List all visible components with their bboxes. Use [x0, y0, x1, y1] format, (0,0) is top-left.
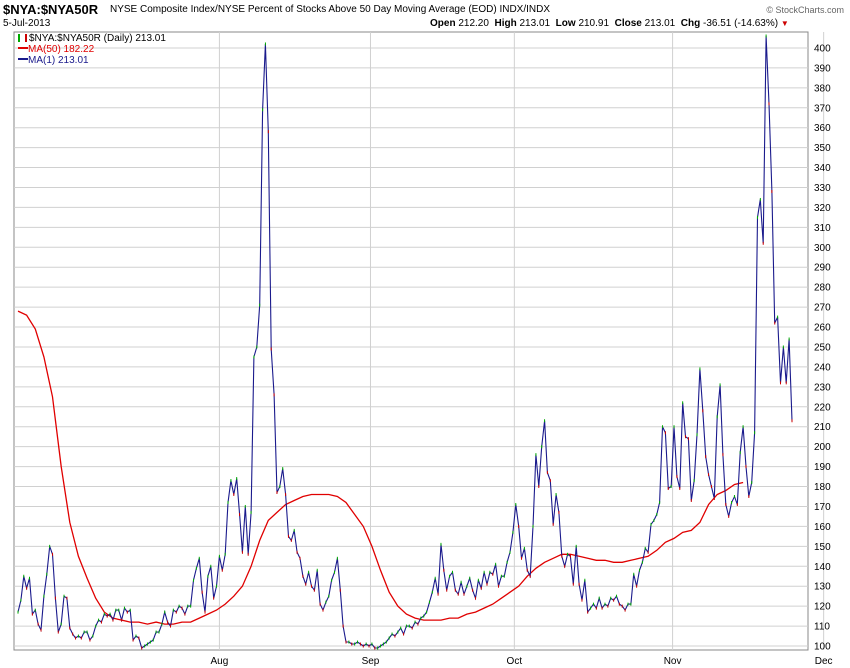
y-tick-label: 280: [814, 283, 831, 294]
x-axis: AugSepOctNovDec2013FebMarAprMayJunJul: [211, 656, 833, 667]
y-tick-label: 130: [814, 582, 831, 593]
legend-ma1-label: MA(1) 213.01: [28, 55, 89, 66]
y-tick-label: 200: [814, 442, 831, 453]
x-tick-label: Sep: [362, 656, 380, 667]
y-axis: 100 110 120 130 140 150 160 170 180 190 200 210 220 2…: [814, 43, 831, 652]
x-tick-label: Dec: [815, 656, 833, 667]
y-tick-label: 300: [814, 243, 831, 254]
plot-area: [13, 31, 809, 651]
y-tick-label: 290: [814, 263, 831, 274]
y-tick-label: 160: [814, 522, 831, 533]
y-tick-label: 390: [814, 63, 831, 74]
y-tick-label: 260: [814, 323, 831, 334]
y-tick-label: 370: [814, 103, 831, 114]
y-tick-label: 340: [814, 163, 831, 174]
y-tick-label: 380: [814, 83, 831, 94]
low-label: Low: [555, 18, 576, 29]
ohlc-readout: Open 212.20 High 213.01 Low 210.91 Close…: [430, 18, 789, 29]
legend-ma1: MA(1) 213.01: [18, 55, 166, 66]
chg-value: -36.51 (-14.63%): [703, 18, 779, 29]
y-tick-label: 230: [814, 382, 831, 393]
open-label: Open: [430, 18, 456, 29]
y-tick-label: 250: [814, 342, 831, 353]
y-tick-label: 330: [814, 183, 831, 194]
date-label: 5-Jul-2013: [3, 18, 51, 29]
y-tick-label: 240: [814, 362, 831, 373]
ohlc-bar-icon: [18, 34, 27, 42]
low-value: 210.91: [578, 18, 610, 29]
legend: $NYA:$NYA50R (Daily) 213.01 MA(50) 182.2…: [18, 33, 166, 66]
series-layer: [17, 34, 793, 650]
y-tick-label: 100: [814, 642, 831, 653]
ma50-line: [17, 310, 744, 625]
ma50-line-icon: [18, 47, 28, 49]
y-tick-label: 170: [814, 502, 831, 513]
x-tick-label: Aug: [211, 656, 229, 667]
down-arrow-icon: ▼: [780, 19, 789, 28]
y-tick-label: 180: [814, 482, 831, 493]
y-tick-label: 400: [814, 43, 831, 54]
y-tick-label: 110: [814, 622, 830, 633]
y-tick-label: 150: [814, 542, 831, 553]
y-tick-label: 320: [814, 203, 831, 214]
high-label: High: [494, 18, 517, 29]
y-tick-label: 360: [814, 123, 831, 134]
close-value: 213.01: [644, 18, 676, 29]
close-label: Close: [614, 18, 642, 29]
chart-description: NYSE Composite Index/NYSE Percent of Sto…: [110, 4, 550, 15]
legend-main: $NYA:$NYA50R (Daily) 213.01: [18, 33, 166, 44]
exchange-text: INDX/INDX: [499, 4, 551, 15]
x-tick-label: Oct: [507, 656, 523, 667]
y-tick-label: 270: [814, 303, 831, 314]
ma1-line-icon: [18, 58, 28, 60]
legend-ma50: MA(50) 182.22: [18, 44, 166, 55]
chart-symbol: $NYA:$NYA50R: [3, 2, 99, 17]
legend-main-label: $NYA:$NYA50R (Daily) 213.01: [29, 33, 166, 44]
chg-label: Chg: [680, 18, 701, 29]
high-value: 213.01: [519, 18, 551, 29]
legend-ma50-label: MA(50) 182.22: [28, 44, 95, 55]
y-tick-label: 310: [814, 223, 831, 234]
y-tick-label: 210: [814, 422, 831, 433]
grid-lines: [14, 32, 825, 650]
description-text: NYSE Composite Index/NYSE Percent of Sto…: [110, 4, 497, 15]
open-value: 212.20: [458, 18, 489, 29]
y-tick-label: 140: [814, 562, 831, 573]
y-tick-label: 350: [814, 143, 831, 154]
x-tick-label: Nov: [664, 656, 682, 667]
y-tick-label: 220: [814, 402, 831, 413]
watermark: © StockCharts.com: [766, 5, 844, 15]
y-tick-label: 120: [814, 602, 831, 613]
y-tick-label: 190: [814, 462, 831, 473]
